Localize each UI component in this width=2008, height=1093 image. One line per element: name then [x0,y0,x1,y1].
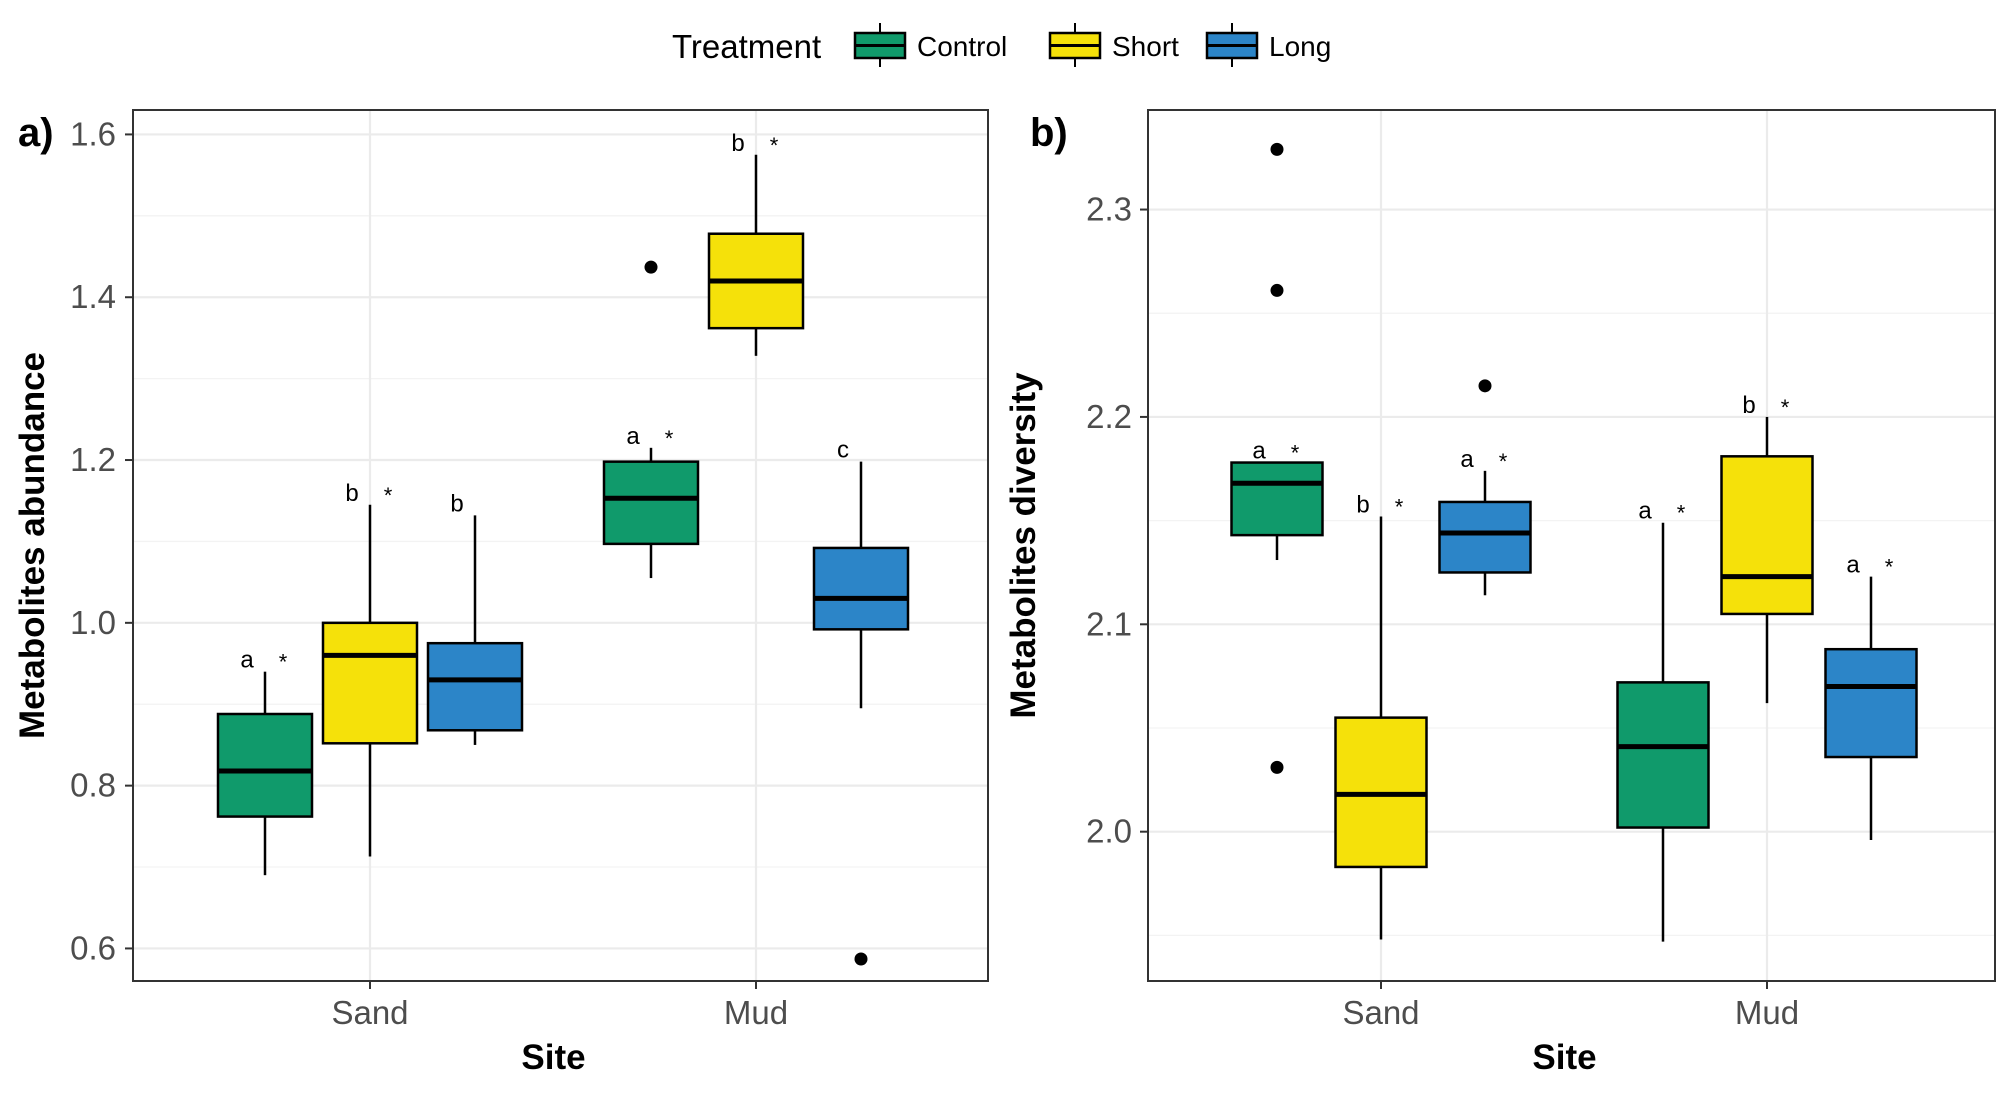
panel-b: 2.0 2.1 2.2 2.3 Sand Mud Site Metabolites diver… [1004,109,1996,1077]
x-tick-label: Sand [331,994,408,1031]
significance-letter: b [450,490,463,517]
plot-background [133,110,988,981]
significance-star: * [665,426,674,451]
significance-letter: a [1638,498,1652,525]
significance-letter: a [240,647,254,674]
legend-label: Long [1269,31,1331,62]
box-long-sand: a * [1438,379,1532,596]
iqr-box [216,712,314,818]
x-tick-label: Mud [724,994,788,1031]
y-tick-label: 2.1 [1086,605,1132,642]
outlier-point [1270,283,1284,297]
iqr-box [1720,455,1814,616]
significance-letter: c [837,437,849,464]
panel-border [1147,109,1996,982]
iqr-box [1230,461,1324,537]
significance-star: * [384,483,393,508]
box-control-mud: a * [1616,498,1710,942]
y-tick-label: 1.2 [70,441,116,478]
y-tick-label: 0.6 [70,929,116,966]
box-long-mud: c [812,437,910,966]
y-tick-label: 1.6 [70,115,116,152]
box-short-mud: b * [707,130,805,356]
y-tick-label: 2.2 [1086,398,1132,435]
iqr-box [1616,681,1710,829]
legend-item-control: Control [853,23,1007,67]
y-tick-label: 1.4 [70,278,116,315]
significance-letter: a [626,423,640,450]
panel-label: b) [1030,111,1068,155]
box-long-mud: a * [1824,552,1918,840]
significance-letter: b [731,130,744,157]
panel-border [132,109,989,982]
legend-label: Short [1112,31,1179,62]
y-axis-title: Metabolites abundance [13,352,52,739]
significance-star: * [770,133,779,158]
panel-label: a) [18,111,54,155]
legend-item-long: Long [1205,23,1331,67]
significance-star: * [1781,395,1790,420]
significance-star: * [279,650,288,675]
iqr-box [321,621,419,745]
box-short-mud: b * [1720,392,1814,704]
significance-star: * [1291,441,1300,466]
box-long-sand: b [426,490,524,745]
y-tick-label: 1.0 [70,604,116,641]
y-tick-label: 2.0 [1086,813,1132,850]
significance-star: * [1499,449,1508,474]
legend-label: Control [917,31,1007,62]
box-control-mud: a * [602,260,700,579]
y-tick-label: 0.8 [70,767,116,804]
outlier-point [1270,760,1284,774]
significance-letter: b [345,480,358,507]
outlier-point [854,952,868,966]
legend: Treatment Control Short Long [672,23,1331,67]
y-tick-label: 2.3 [1086,191,1132,228]
significance-star: * [1677,501,1686,526]
outlier-point [1270,142,1284,156]
iqr-box [1824,647,1918,759]
outlier-point [1478,379,1492,393]
panel-a: 0.6 0.8 1.0 1.2 1.4 1.6 Sand Mud Site Metabolites… [13,109,989,1077]
box-control-sand: a * [1230,142,1324,774]
iqr-box [1438,500,1532,574]
x-axis-title: Site [1532,1038,1596,1077]
iqr-box [602,460,700,546]
x-tick-label: Sand [1342,994,1419,1031]
significance-letter: b [1742,392,1755,419]
significance-star: * [1395,494,1404,519]
y-axis-title: Metabolites diversity [1004,372,1043,719]
significance-letter: b [1356,491,1369,518]
legend-title: Treatment [672,28,821,65]
legend-item-short: Short [1048,23,1179,67]
significance-letter: a [1460,446,1474,473]
x-axis-title: Site [521,1038,585,1077]
significance-star: * [1885,555,1894,580]
iqr-box [426,641,524,732]
significance-letter: a [1252,438,1266,465]
outlier-point [644,260,658,274]
box-short-sand: b * [1334,491,1428,940]
iqr-box [812,546,910,631]
box-control-sand: a * [216,647,314,876]
box-short-sand: b * [321,480,419,857]
significance-letter: a [1846,552,1860,579]
plot-background [1148,110,1995,981]
x-tick-label: Mud [1735,994,1799,1031]
panels: 0.6 0.8 1.0 1.2 1.4 1.6 Sand Mud Site Metabolites… [13,109,1996,1077]
